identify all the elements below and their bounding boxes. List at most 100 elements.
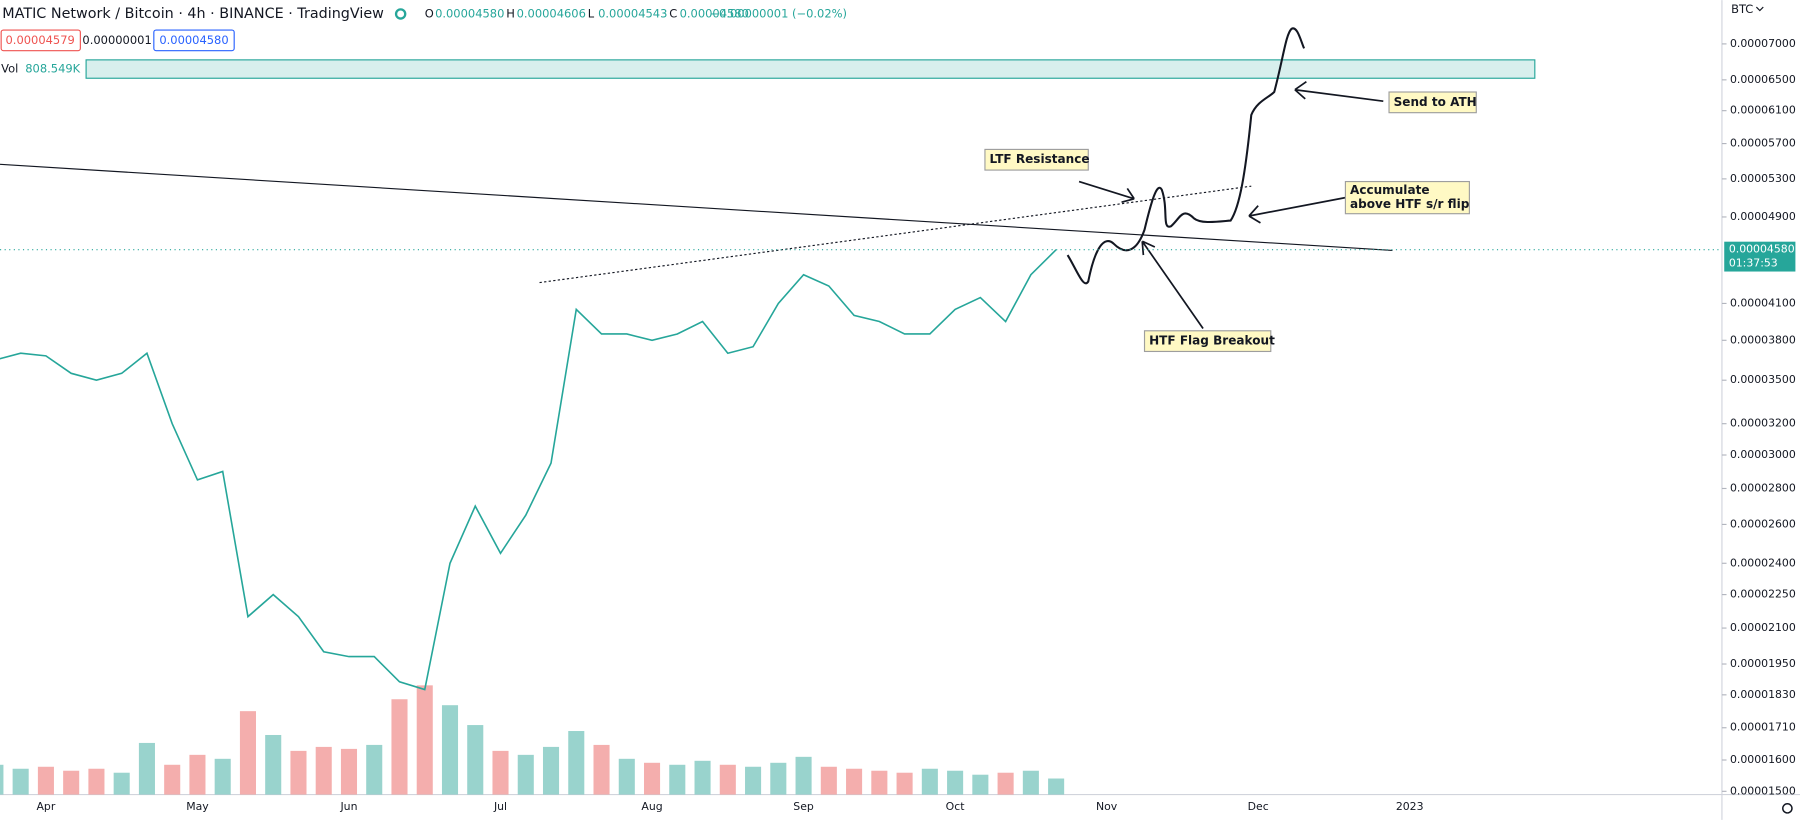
- x-tick-label: Oct: [946, 800, 966, 813]
- volume-bar: [517, 754, 534, 795]
- volume-bar: [1048, 778, 1065, 795]
- price-line: [0, 249, 1057, 691]
- note-ath: Send to ATH: [1394, 95, 1477, 109]
- ohlc-value: 0.00004580: [680, 6, 749, 20]
- volume-bar: [719, 764, 736, 795]
- arrow-ltf: [1078, 180, 1135, 204]
- volume-bar: [63, 770, 80, 795]
- y-tick-label: 0.00002250: [1730, 588, 1796, 601]
- currency[interactable]: BTC: [1731, 2, 1753, 16]
- y-tick-label: 0.00001500: [1730, 784, 1796, 797]
- status-dot: [394, 8, 407, 20]
- ohlc-legend: O 0.00004580 H 0.00004606 L 0.00004543 C 0.0000…: [425, 6, 749, 20]
- volume-bar: [618, 758, 635, 795]
- volume-bar: [138, 742, 155, 795]
- y-tick-label: 0.00002800: [1730, 481, 1796, 494]
- y-tick-label: 0.00004100: [1730, 296, 1796, 309]
- volume-bar: [694, 760, 711, 795]
- volume-bar: [189, 754, 206, 795]
- y-tick-label: 0.00002600: [1730, 517, 1796, 530]
- x-tick-label: Aug: [641, 800, 662, 813]
- volume-bar: [770, 762, 787, 795]
- volume-bar: [340, 748, 358, 795]
- volume-bar: [871, 770, 888, 795]
- x-tick-label: Apr: [36, 800, 55, 813]
- buy-button[interactable]: [153, 29, 235, 52]
- x-tick-label: May: [186, 800, 209, 813]
- volume-bar: [846, 768, 863, 795]
- htf-trendline: [0, 163, 1393, 252]
- volume-bar: [164, 764, 181, 795]
- y-tick-label: 0.00005300: [1730, 172, 1796, 185]
- note-accumulate: Accumulate: [1350, 183, 1430, 197]
- settings-icon[interactable]: [1782, 803, 1793, 814]
- note-breakout: HTF Flag Breakout: [1149, 334, 1275, 348]
- volume-bar: [0, 764, 4, 795]
- volume-bar: [947, 770, 964, 795]
- x-tick-label: Sep: [793, 800, 814, 813]
- volume-bar: [896, 772, 913, 795]
- volume-bar: [441, 705, 459, 795]
- x-tick-label: 2023: [1396, 800, 1424, 813]
- volume-bar: [921, 768, 938, 795]
- sell-price[interactable]: 0.00004579: [6, 33, 75, 47]
- note-box: [1344, 180, 1470, 215]
- currency-caret: [1755, 6, 1764, 12]
- volume-bar: [416, 685, 433, 795]
- last-price-tag: [1724, 241, 1796, 272]
- y-tick-label: 0.00003800: [1730, 333, 1796, 346]
- volume-bar: [593, 744, 610, 795]
- last-price-label: 0.00004580: [1729, 243, 1795, 256]
- volume-bar: [1022, 770, 1039, 795]
- volume-bar: [644, 762, 661, 795]
- x-tick-label: Jul: [493, 800, 507, 813]
- y-tick-label: 0.00003000: [1730, 448, 1796, 461]
- volume-bar: [113, 772, 130, 795]
- volume-value: 808.549K: [25, 62, 80, 76]
- arrow-breakout: [1141, 240, 1204, 329]
- note-ltf: LTF Resistance: [990, 152, 1090, 166]
- ohlc-key: H: [506, 6, 515, 20]
- volume-bar: [366, 744, 383, 795]
- ohlc-key: O: [425, 6, 434, 20]
- highlight-box: [85, 59, 1536, 79]
- buy-price[interactable]: 0.00004580: [159, 33, 228, 47]
- volume-bar: [265, 734, 282, 795]
- note-accumulate: above HTF s/r flip: [1350, 197, 1470, 211]
- volume-bar: [542, 746, 560, 795]
- ohlc-value: 0.00004543: [598, 6, 667, 20]
- y-tick-label: 0.00001600: [1730, 753, 1796, 766]
- volume-bar: [467, 725, 484, 795]
- y-tick-label: 0.00006100: [1730, 104, 1796, 117]
- volume-bar: [290, 750, 307, 795]
- volume-bar: [37, 766, 54, 795]
- y-tick-label: 0.00006500: [1730, 73, 1796, 86]
- x-tick-label: Jun: [339, 800, 357, 813]
- symbol-title[interactable]: MATIC Network / Bitcoin · 4h · BINANCE ·…: [2, 6, 384, 22]
- countdown: 01:37:53: [1729, 256, 1778, 269]
- volume-bar: [239, 711, 256, 795]
- volume-bar: [568, 731, 585, 795]
- projection-path: [1066, 27, 1306, 285]
- volume-bar: [315, 746, 332, 795]
- volume-bar: [214, 758, 231, 795]
- volume-bar: [669, 764, 686, 795]
- y-tick-label: 0.00003200: [1730, 417, 1796, 430]
- volume-label: Vol: [1, 62, 18, 76]
- spread: 0.00000001: [82, 33, 151, 47]
- note-box: [984, 148, 1089, 171]
- ohlc-value: 0.00004606: [517, 6, 586, 20]
- volume-bar: [820, 766, 837, 795]
- volume-bar: [972, 774, 989, 795]
- volume-bar: [391, 699, 408, 795]
- change: −0.00000001 (−0.02%): [709, 6, 847, 20]
- x-tick-label: Nov: [1096, 800, 1118, 813]
- sell-button[interactable]: [0, 29, 81, 52]
- ohlc-key: L: [588, 6, 595, 20]
- y-tick-label: 0.00007000: [1730, 37, 1796, 50]
- volume-bar: [745, 766, 762, 795]
- arrow-ath: [1294, 80, 1384, 103]
